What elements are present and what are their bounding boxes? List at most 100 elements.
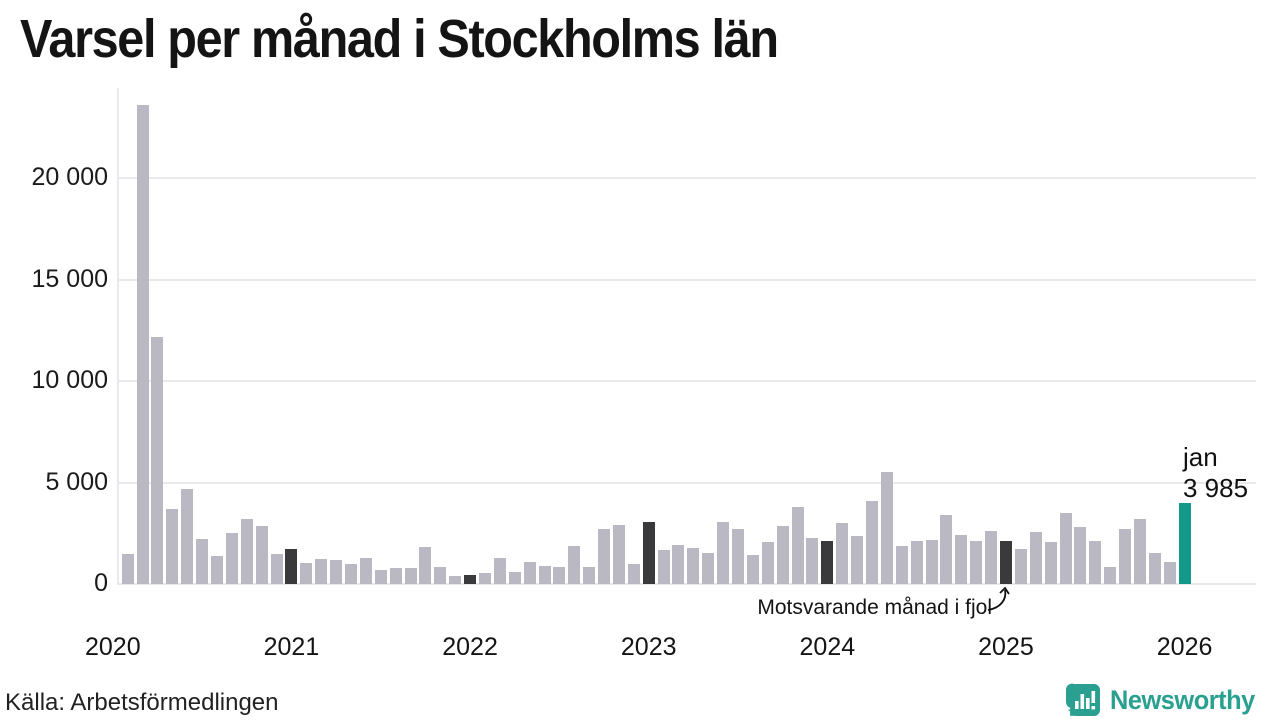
y-axis-tick-label: 0 bbox=[94, 569, 108, 597]
annotation-label: Motsvarande månad i fjol bbox=[757, 596, 992, 619]
bar-2022-06 bbox=[538, 565, 551, 584]
bar-2025-04 bbox=[1044, 542, 1057, 584]
bar-2021-01 bbox=[285, 549, 298, 584]
bar-2020-05 bbox=[166, 508, 179, 584]
bar-2023-03 bbox=[672, 545, 685, 584]
x-axis-year-label-2026: 2026 bbox=[1156, 633, 1213, 661]
bar-2021-02 bbox=[300, 562, 313, 584]
bar-2021-10 bbox=[419, 547, 432, 584]
annotation-arrow-icon bbox=[987, 586, 1010, 611]
bar-2023-01 bbox=[642, 521, 655, 584]
source-caption: Källa: Arbetsförmedlingen bbox=[5, 689, 279, 716]
y-axis-line bbox=[117, 88, 119, 585]
bar-2025-07 bbox=[1089, 540, 1102, 584]
bar-2024-02 bbox=[836, 522, 849, 584]
page-title: Varsel per månad i Stockholms län bbox=[20, 9, 779, 69]
bar-2024-05 bbox=[880, 471, 893, 584]
x-axis-year-label-2024: 2024 bbox=[799, 633, 856, 661]
bar-2023-10 bbox=[776, 525, 789, 584]
bar-2024-09 bbox=[940, 515, 953, 584]
x-axis-year-label-2022: 2022 bbox=[442, 633, 498, 661]
bar-2025-01 bbox=[999, 540, 1012, 584]
bar-2023-12 bbox=[806, 537, 819, 584]
x-axis-year-label-2020: 2020 bbox=[85, 633, 141, 661]
newsworthy-logo: Newsworthy bbox=[1065, 682, 1264, 718]
bar-2023-05 bbox=[702, 553, 715, 584]
gridline-20000 bbox=[117, 177, 1256, 180]
bar-2024-04 bbox=[866, 501, 878, 584]
bar-2024-03 bbox=[851, 535, 864, 584]
bar-2026-01 bbox=[1178, 503, 1191, 584]
bar-2024-06 bbox=[895, 545, 908, 584]
bar-2025-08 bbox=[1104, 567, 1117, 584]
bar-2020-02 bbox=[121, 553, 134, 584]
gridline-10000 bbox=[117, 380, 1256, 383]
bar-2024-11 bbox=[970, 540, 983, 584]
bar-2020-08 bbox=[211, 555, 224, 584]
bar-2022-03 bbox=[493, 558, 506, 584]
bar-2020-12 bbox=[270, 553, 283, 584]
bar-2022-12 bbox=[627, 563, 640, 584]
bar-2023-09 bbox=[761, 542, 774, 584]
x-axis-year-label-2025: 2025 bbox=[978, 633, 1034, 661]
bar-2022-02 bbox=[478, 573, 491, 584]
bar-2022-10 bbox=[598, 529, 611, 584]
bar-2024-08 bbox=[925, 539, 938, 584]
bar-2023-06 bbox=[717, 521, 730, 584]
bar-2023-08 bbox=[746, 554, 759, 584]
bar-2025-02 bbox=[1014, 549, 1027, 584]
bar-2025-09 bbox=[1119, 529, 1132, 584]
bar-2024-12 bbox=[985, 530, 998, 584]
bar-2022-11 bbox=[612, 524, 625, 584]
gridline-0 bbox=[117, 583, 1256, 585]
x-axis-year-label-2021: 2021 bbox=[263, 633, 320, 661]
bar-2024-01 bbox=[821, 540, 834, 584]
bar-2021-06 bbox=[359, 557, 372, 584]
highlight-label: jan 3 985 bbox=[1183, 442, 1248, 504]
gridline-15000 bbox=[117, 278, 1256, 281]
bar-2025-03 bbox=[1029, 532, 1042, 584]
bar-2025-10 bbox=[1133, 519, 1146, 584]
bar-2023-04 bbox=[687, 547, 700, 584]
bar-2021-12 bbox=[449, 575, 462, 584]
x-axis-year-label-2023: 2023 bbox=[620, 633, 677, 661]
bar-2023-11 bbox=[791, 506, 804, 584]
bar-2020-03 bbox=[136, 105, 149, 584]
newsworthy-logo-icon bbox=[1065, 683, 1100, 716]
y-axis-tick-label: 10 000 bbox=[31, 366, 108, 395]
bar-2021-04 bbox=[330, 560, 343, 584]
bar-2023-02 bbox=[657, 550, 670, 584]
bar-2020-11 bbox=[255, 526, 268, 584]
bar-2020-07 bbox=[196, 539, 209, 584]
bar-2021-03 bbox=[315, 558, 328, 584]
bar-2020-04 bbox=[151, 336, 164, 584]
bar-2025-05 bbox=[1059, 512, 1072, 584]
bar-2022-09 bbox=[583, 566, 596, 584]
highlight-value-label: 3 985 bbox=[1183, 473, 1249, 503]
bar-2021-09 bbox=[404, 568, 417, 584]
bar-2021-07 bbox=[374, 569, 387, 584]
highlight-month-label: jan bbox=[1183, 442, 1218, 472]
bar-2022-01 bbox=[464, 574, 477, 584]
bar-2025-12 bbox=[1163, 561, 1176, 584]
bar-2024-07 bbox=[910, 541, 923, 584]
bar-2022-08 bbox=[568, 545, 581, 584]
bar-2020-10 bbox=[240, 519, 253, 584]
y-axis-tick-label: 5 000 bbox=[45, 467, 108, 496]
bar-2022-07 bbox=[553, 566, 566, 584]
bar-2023-07 bbox=[732, 529, 745, 584]
bar-2024-10 bbox=[955, 535, 968, 584]
bar-2020-09 bbox=[225, 533, 238, 584]
gridline-5000 bbox=[117, 481, 1256, 484]
bar-2020-06 bbox=[181, 488, 194, 584]
bar-2025-06 bbox=[1074, 527, 1087, 584]
y-axis-tick-label: 15 000 bbox=[31, 264, 108, 293]
newsworthy-logo-text: Newsworthy bbox=[1109, 684, 1255, 715]
y-axis-tick-label: 20 000 bbox=[31, 163, 108, 192]
bar-2021-05 bbox=[344, 563, 357, 584]
bar-2022-05 bbox=[523, 562, 536, 584]
bar-2022-04 bbox=[508, 571, 521, 584]
bar-2025-11 bbox=[1148, 553, 1161, 584]
bar-2021-11 bbox=[434, 566, 447, 584]
